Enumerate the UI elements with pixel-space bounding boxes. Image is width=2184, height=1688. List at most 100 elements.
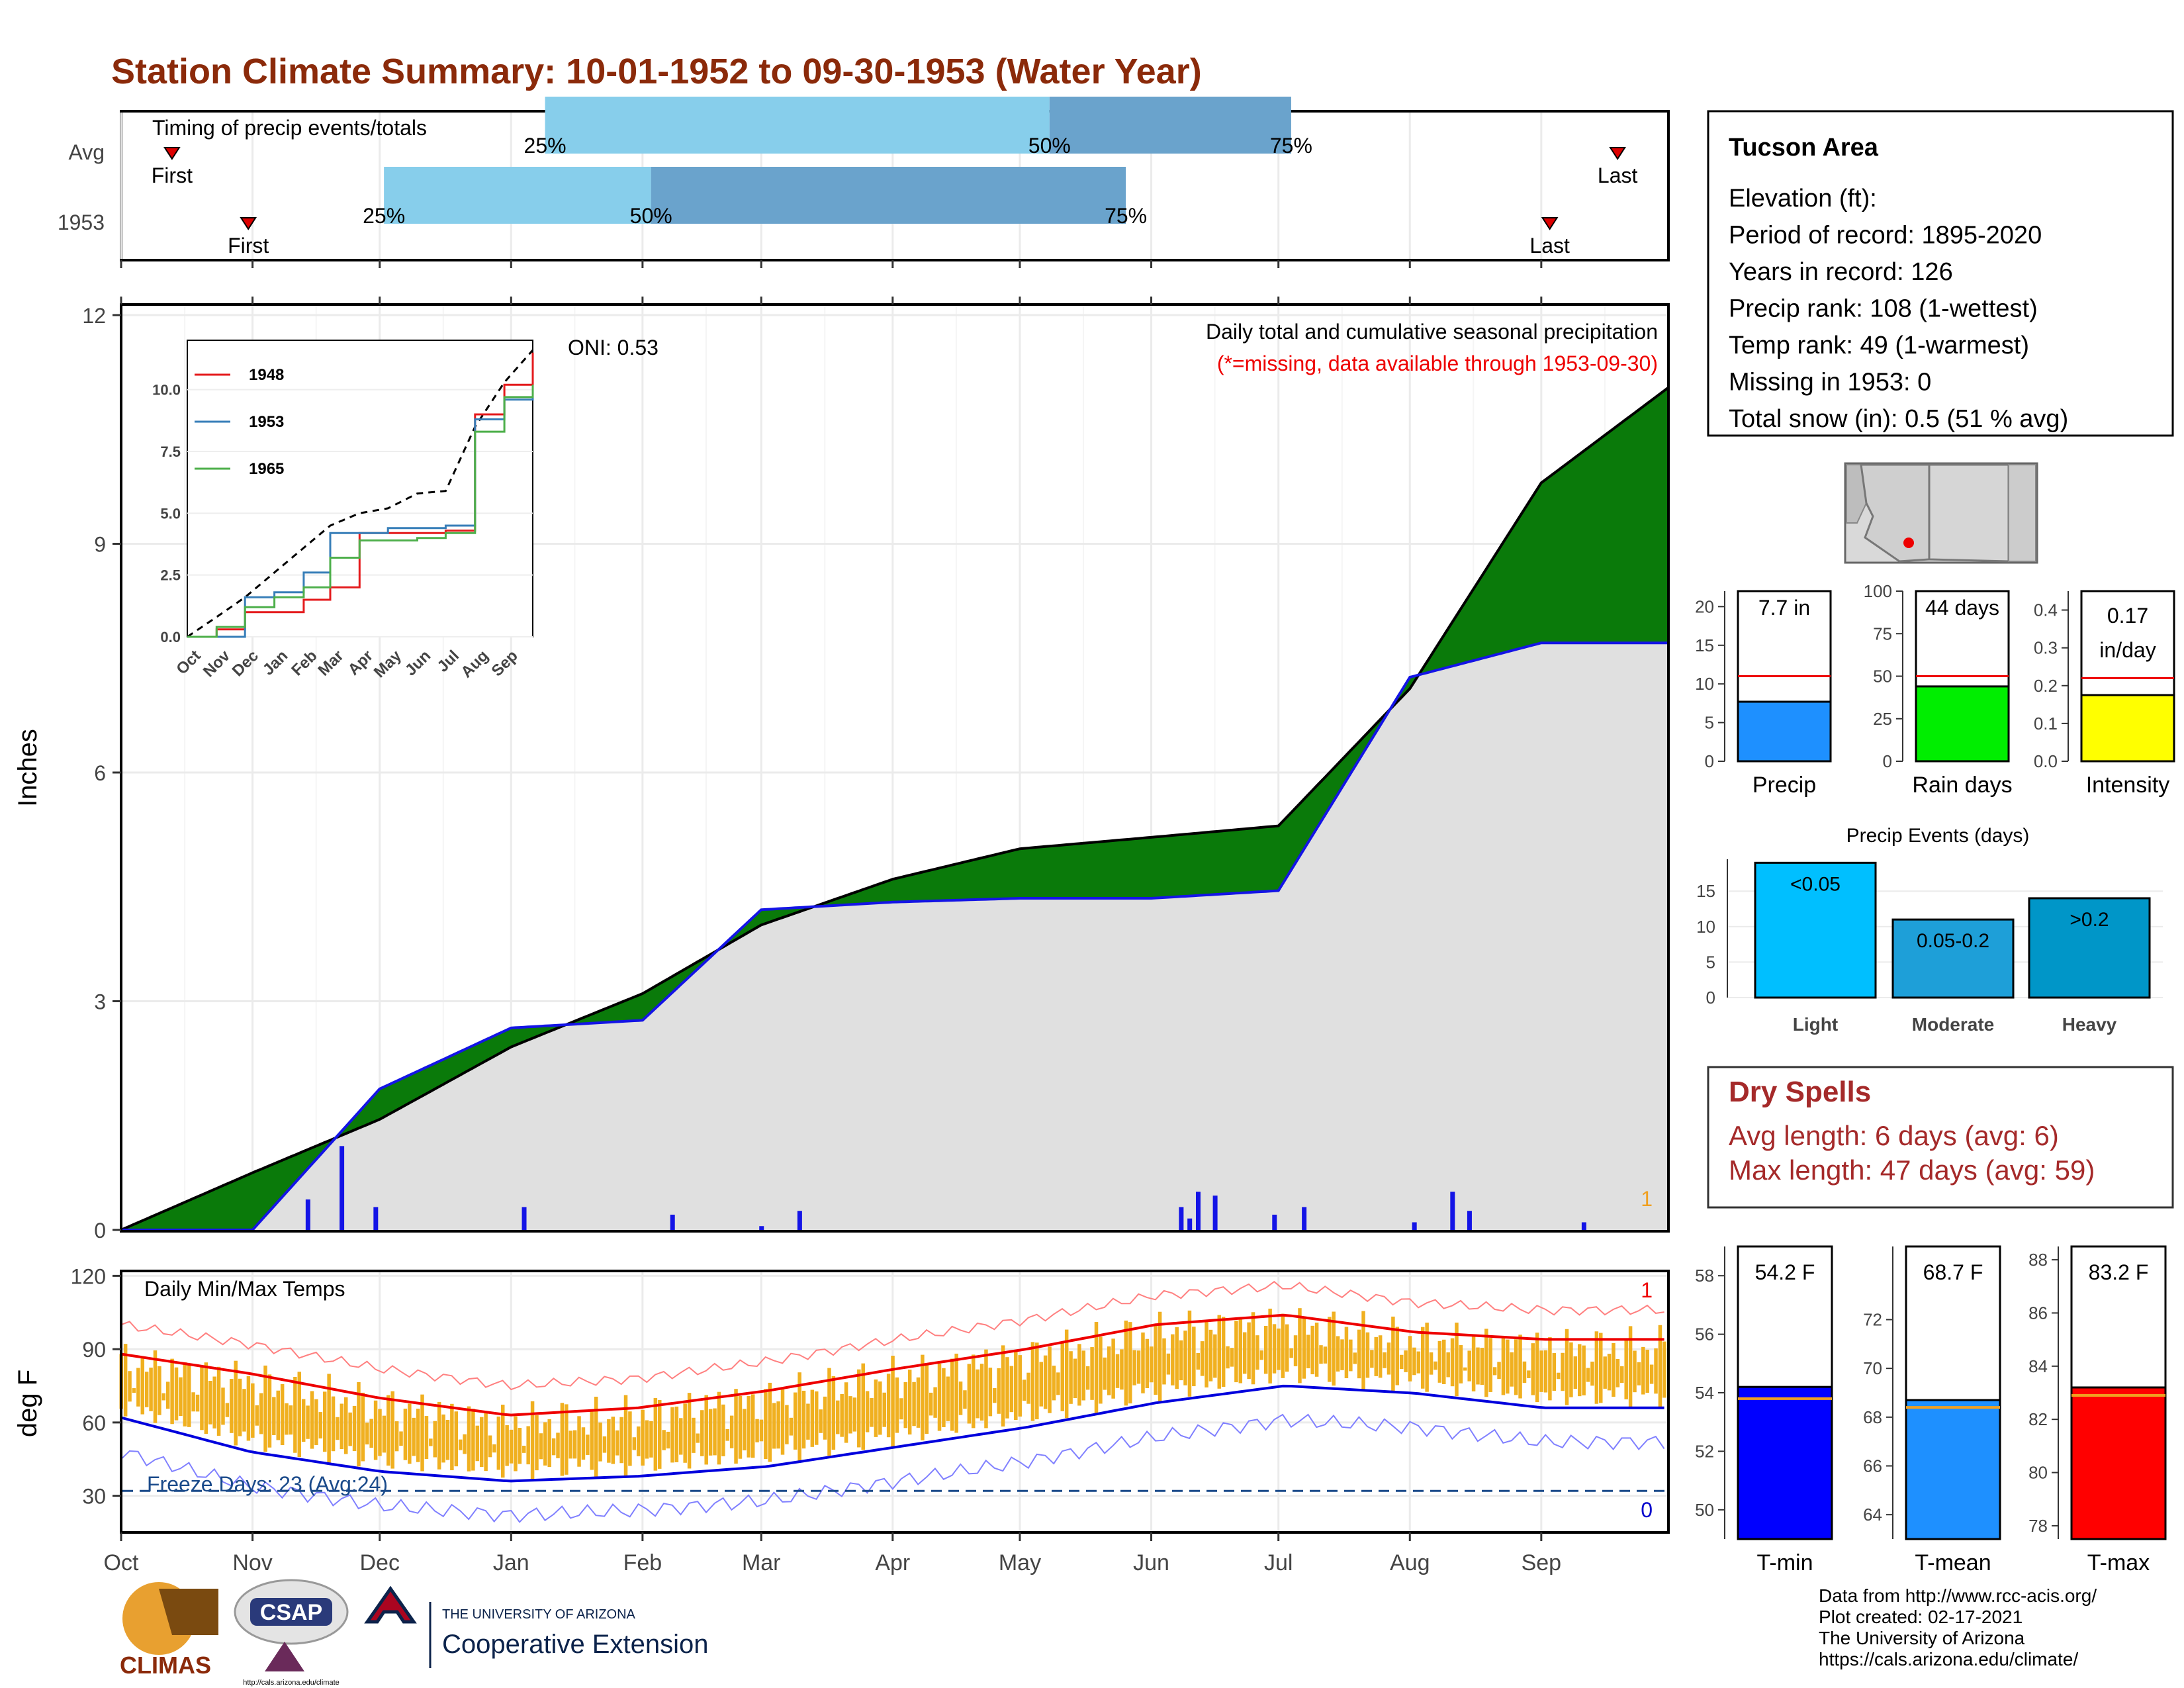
temp-daily-bar (301, 1399, 306, 1442)
dry-spells-title: Dry Spells (1729, 1076, 1871, 1108)
temp-daily-bar (916, 1377, 921, 1428)
temp-daily-bar (861, 1363, 865, 1450)
temp-daily-bar (1077, 1344, 1081, 1406)
gauge-tick-label: 25 (1873, 709, 1892, 729)
temp-daily-bar (526, 1426, 530, 1465)
timing-panel: Timing of precip events/totals Avg 1953 … (58, 97, 1670, 268)
temp-daily-bar (191, 1392, 195, 1412)
temp-daily-bar (454, 1411, 459, 1467)
temp-daily-bar (128, 1371, 132, 1402)
temp-daily-bar (1175, 1327, 1179, 1389)
temp-daily-bar (1378, 1335, 1383, 1378)
temp-daily-bar (1455, 1323, 1459, 1397)
temp-count-low: 0 (1641, 1498, 1653, 1522)
temp-daily-bar (1476, 1347, 1480, 1385)
timing-bar-avg-q3 (1049, 97, 1291, 154)
events-bar-text: <0.05 (1790, 873, 1841, 895)
events-tick-label: 5 (1706, 952, 1715, 972)
temp-y-tick-label: 120 (71, 1264, 106, 1288)
temp-daily-bar (1649, 1364, 1654, 1384)
timing-avg-first-marker-icon (163, 147, 181, 160)
map-california (1846, 464, 1868, 524)
timing-y1953-pct: 75% (1105, 204, 1147, 228)
precip-daily-bar (1467, 1211, 1472, 1230)
timing-y1953-first-label: First (228, 234, 269, 258)
month-label: Jun (1133, 1550, 1169, 1575)
inset-frame (187, 340, 533, 637)
station-line: Total snow (in): 0.5 (51 % avg) (1729, 405, 2068, 433)
gauge-tick-label: 10 (1695, 674, 1714, 694)
temp-daily-bar (1569, 1342, 1573, 1397)
gauge-label: Intensity (2086, 773, 2170, 798)
events-title: Precip Events (days) (1846, 825, 2030, 847)
temp-daily-bar (441, 1414, 445, 1463)
temp-daily-bar (1221, 1317, 1226, 1387)
gauge-value: 44 days (1925, 596, 1999, 620)
temp-daily-bar (577, 1416, 581, 1467)
temp-daily-bar (1234, 1321, 1238, 1383)
temp-daily-bar (535, 1415, 539, 1471)
temp-daily-bar (912, 1382, 916, 1427)
precip-y-tick-label: 9 (94, 533, 106, 557)
precip-y-tick-label: 0 (94, 1219, 106, 1243)
temp-daily-bar (865, 1391, 870, 1432)
precip-y-label: Inches (13, 729, 42, 807)
temp-daily-bar (238, 1378, 242, 1436)
temp-daily-bar (1162, 1338, 1166, 1385)
temp-daily-bar (1056, 1372, 1060, 1395)
temp-daily-bar (708, 1409, 713, 1456)
precip-daily-bar (340, 1146, 345, 1230)
temp-daily-bar (1030, 1342, 1035, 1421)
temp-gauge-tick-label: 50 (1695, 1500, 1714, 1520)
temp-daily-bar (848, 1396, 852, 1434)
temp-daily-bar (484, 1411, 488, 1472)
gauge-tick-label: 100 (1864, 581, 1892, 601)
temp-daily-bar (870, 1398, 874, 1427)
temp-daily-bar (827, 1368, 831, 1456)
temp-daily-bar (1518, 1335, 1522, 1399)
temp-daily-bar (1263, 1326, 1268, 1374)
temp-daily-bar (789, 1417, 794, 1436)
temp-daily-bar (1120, 1349, 1124, 1390)
inset-y-tick-label: 10.0 (152, 382, 181, 399)
gauge-bar-precip (1737, 700, 1832, 763)
temp-daily-bar (1213, 1334, 1217, 1378)
temp-daily-bar (1242, 1332, 1247, 1374)
events-bar-heavy (2028, 897, 2151, 999)
dry-spells-frame (1707, 1066, 2174, 1209)
gauge-tick-label: 0.0 (2034, 751, 2058, 771)
temp-daily-bar (1085, 1366, 1090, 1390)
precip-1953-cumulative-line (121, 641, 1668, 1231)
temp-daily-bar (187, 1364, 191, 1427)
temp-daily-bar (195, 1394, 200, 1412)
csap-mountain-icon (265, 1642, 304, 1671)
temp-daily-bar (293, 1376, 297, 1453)
precip-daily-bar (1302, 1207, 1307, 1230)
timing-bar-avg-q2 (545, 97, 1050, 154)
temp-daily-bar (801, 1390, 806, 1449)
temp-daily-bar (895, 1377, 899, 1433)
temp-daily-bar (653, 1398, 658, 1471)
gauge-tick-label: 0.1 (2034, 714, 2058, 733)
temp-daily-bar (445, 1419, 450, 1460)
temp-daily-bar (976, 1369, 979, 1419)
temp-daily-bar (518, 1428, 522, 1464)
temp-daily-bar (1154, 1323, 1158, 1395)
inset-series-1953-line (187, 395, 534, 638)
freeze-days-label: Freeze Days: 23 (Avg:24) (147, 1472, 388, 1496)
temp-daily-bar (408, 1403, 412, 1464)
temp-daily-bar (1026, 1372, 1030, 1404)
temp-daily-bar (539, 1433, 543, 1460)
temp-daily-bar (357, 1382, 361, 1467)
temp-daily-bar (623, 1395, 628, 1476)
temp-daily-bar (475, 1425, 480, 1462)
temp-daily-bar (899, 1398, 903, 1420)
inset-y-tick-label: 5.0 (160, 505, 181, 522)
temp-daily-bar (1437, 1340, 1442, 1383)
temp-daily-bar (1565, 1329, 1569, 1405)
temp-daily-bar (1527, 1370, 1531, 1378)
temp-daily-bar (1387, 1342, 1391, 1375)
temp-daily-bar (1645, 1349, 1649, 1393)
temp-daily-bar (649, 1421, 653, 1458)
temp-gauge-value: 68.7 F (1923, 1260, 1983, 1284)
